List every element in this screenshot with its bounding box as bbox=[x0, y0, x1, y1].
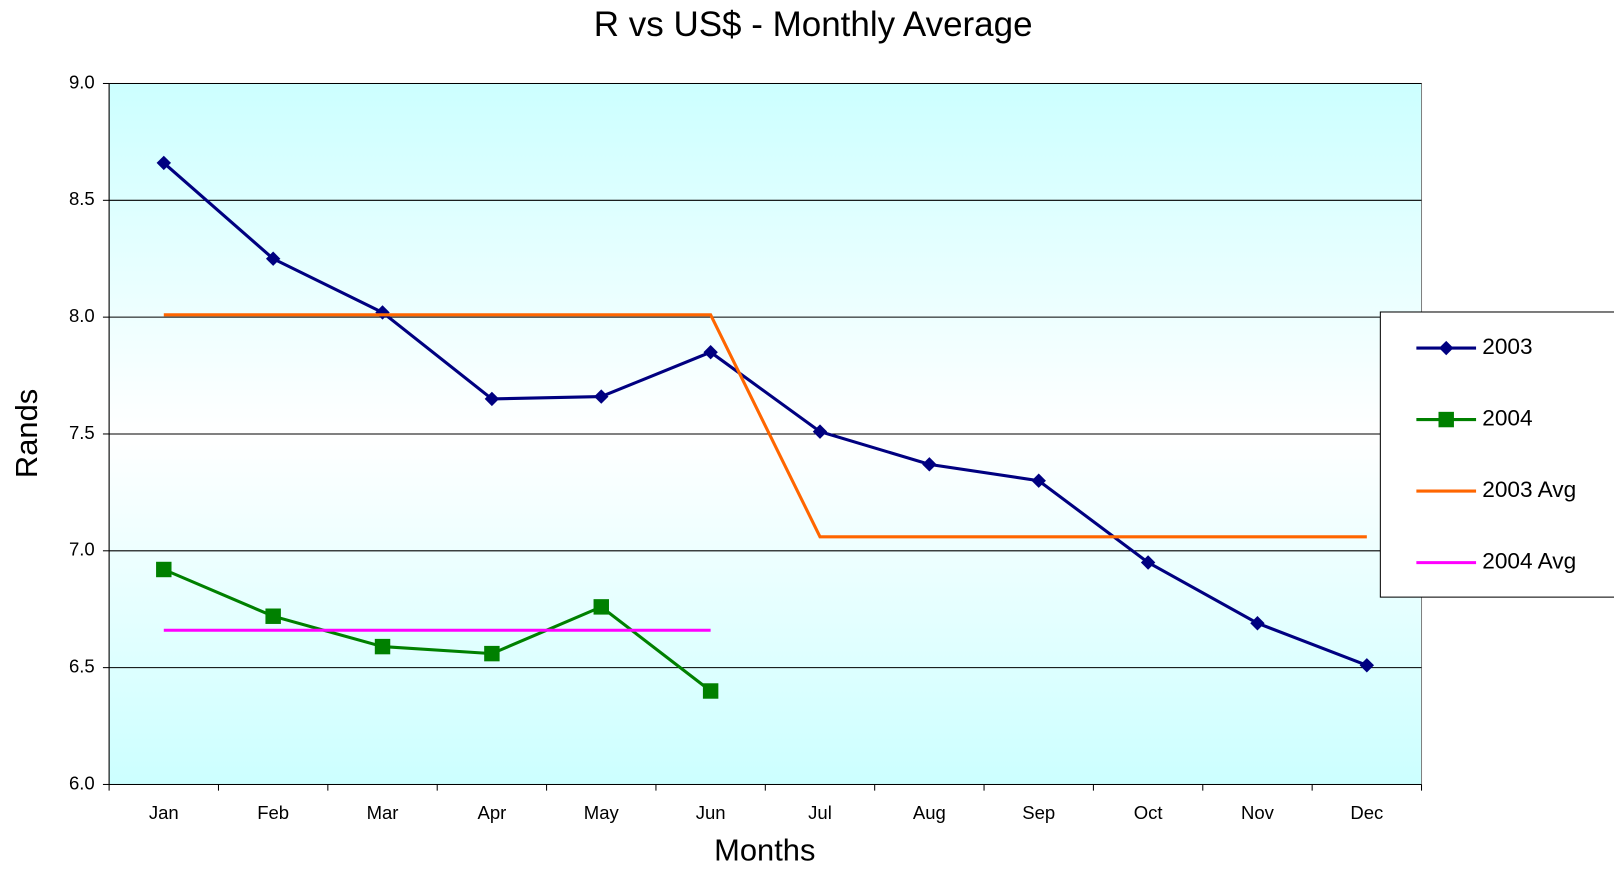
x-tick-label: Jan bbox=[149, 802, 179, 823]
y-tick-label: 6.0 bbox=[69, 772, 95, 793]
marker bbox=[702, 683, 719, 699]
x-tick-label: Nov bbox=[1241, 802, 1275, 823]
x-tick-label: Aug bbox=[913, 802, 946, 823]
x-tick-label: Apr bbox=[477, 802, 506, 823]
legend: 2003 2004 2003 Avg 2004 Avg bbox=[1379, 311, 1614, 598]
marker bbox=[265, 608, 281, 624]
x-tick-label: Jul bbox=[808, 802, 832, 823]
marker bbox=[1359, 658, 1375, 673]
y-tick-label: 8.5 bbox=[69, 188, 95, 209]
legend-box bbox=[1379, 311, 1614, 598]
legend-label: 2003 bbox=[1482, 334, 1532, 359]
legend-label: 2004 Avg bbox=[1482, 549, 1576, 574]
marker bbox=[593, 599, 609, 615]
x-tick-label: Sep bbox=[1022, 802, 1055, 823]
y-axis-title: Rands bbox=[9, 389, 44, 478]
series-line bbox=[163, 313, 1367, 539]
x-tick-label: Feb bbox=[257, 802, 289, 823]
legend-label: 2003 Avg bbox=[1482, 477, 1576, 502]
x-tick-label: Oct bbox=[1134, 802, 1164, 823]
marker bbox=[156, 561, 172, 578]
series-line bbox=[162, 161, 1368, 667]
y-tick-label: 9.0 bbox=[69, 71, 95, 92]
series-line bbox=[163, 568, 712, 693]
marker bbox=[265, 251, 281, 266]
marker bbox=[594, 389, 609, 404]
x-tick-label: Jun bbox=[696, 802, 726, 823]
chart-title: R vs US$ - Monthly Average bbox=[594, 5, 1033, 44]
plot-layer: 6.0 6.5 7.0 7.5 8.0 8.5 9.0 Jan Feb Mar Apr May Jun J… bbox=[69, 71, 1614, 823]
y-tick-label: 6.5 bbox=[69, 656, 95, 677]
y-tick-label: 7.0 bbox=[69, 539, 95, 560]
marker bbox=[374, 638, 391, 655]
x-tick-label: Dec bbox=[1350, 802, 1383, 823]
x-axis-title: Months bbox=[714, 833, 815, 868]
marker bbox=[484, 645, 500, 662]
marker bbox=[812, 424, 828, 439]
marker bbox=[1438, 411, 1454, 428]
marker bbox=[484, 391, 500, 407]
x-tick-label: Mar bbox=[367, 802, 399, 823]
legend-label: 2004 bbox=[1482, 406, 1532, 431]
y-tick-label: 7.5 bbox=[69, 422, 95, 443]
x-tick-label: May bbox=[584, 802, 620, 823]
y-tick-label: 8.0 bbox=[69, 305, 95, 326]
